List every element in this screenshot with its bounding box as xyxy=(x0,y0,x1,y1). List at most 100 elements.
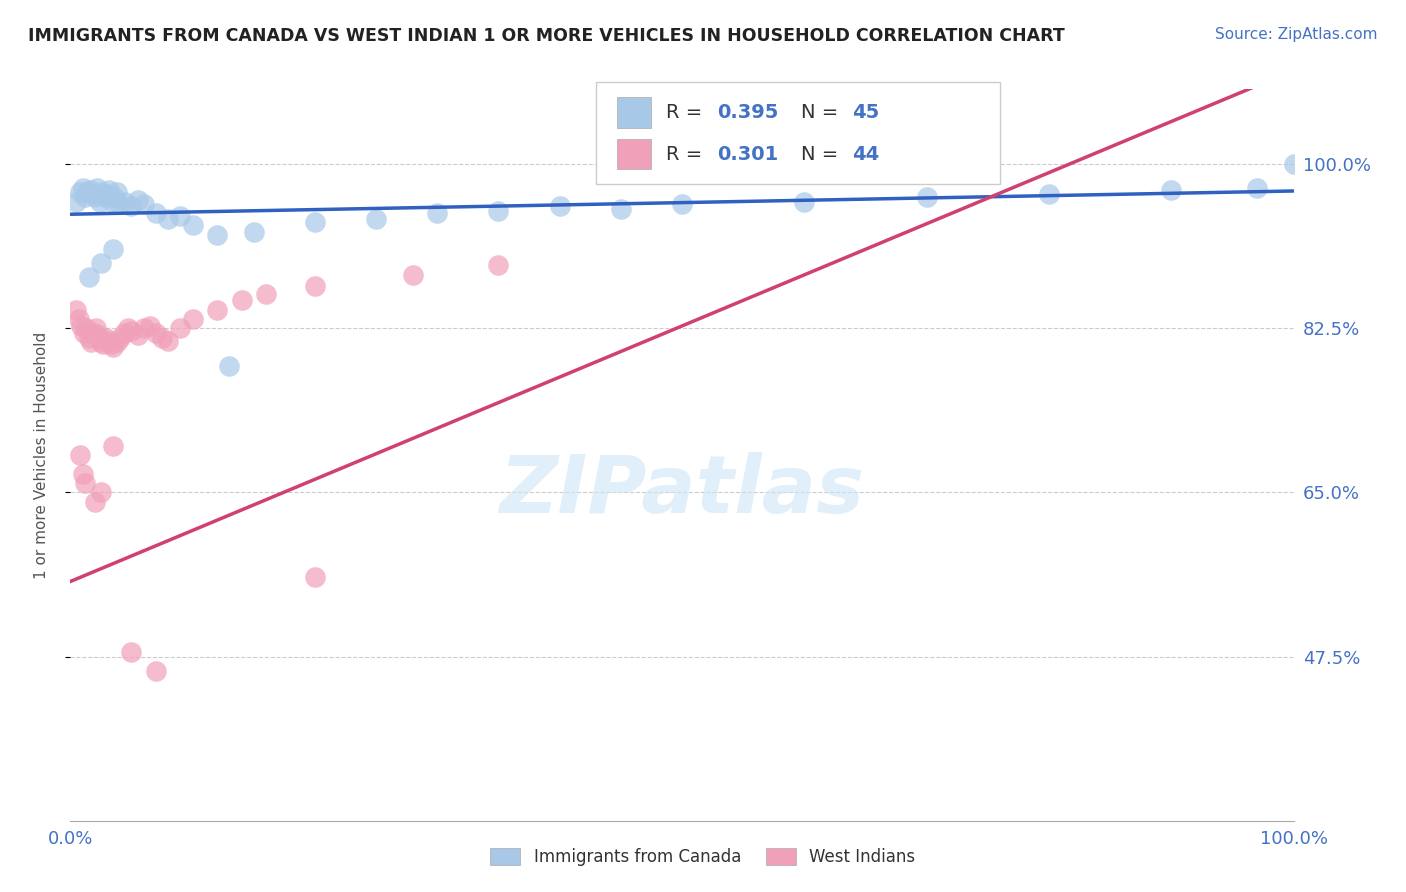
Point xyxy=(145,206,167,220)
Text: R =: R = xyxy=(666,145,709,163)
Point xyxy=(145,664,167,678)
Point xyxy=(84,321,107,335)
Point xyxy=(83,326,105,340)
Point xyxy=(145,326,167,340)
Text: 44: 44 xyxy=(852,145,879,163)
Point xyxy=(304,215,326,229)
Point xyxy=(402,268,425,282)
Point xyxy=(70,318,93,333)
Point xyxy=(90,255,112,269)
FancyBboxPatch shape xyxy=(596,82,1000,185)
Point xyxy=(87,327,110,342)
Point xyxy=(1160,184,1182,198)
FancyBboxPatch shape xyxy=(617,97,651,128)
Point xyxy=(89,194,111,209)
Point xyxy=(101,340,124,354)
Point xyxy=(101,242,124,256)
Point xyxy=(121,324,143,338)
Point xyxy=(77,331,100,345)
Point xyxy=(671,196,693,211)
Point xyxy=(254,286,277,301)
Point xyxy=(73,476,96,491)
Point xyxy=(488,204,510,219)
Point xyxy=(121,199,143,213)
Point xyxy=(82,187,104,202)
Point xyxy=(76,186,98,200)
Point xyxy=(169,209,191,223)
Text: 0.395: 0.395 xyxy=(717,103,779,121)
Point xyxy=(73,326,96,340)
Point xyxy=(231,293,253,308)
Point xyxy=(72,180,94,194)
Point xyxy=(157,334,180,348)
Point xyxy=(157,211,180,226)
Point xyxy=(243,225,266,239)
Point xyxy=(105,186,128,200)
Text: N =: N = xyxy=(800,103,844,121)
Point xyxy=(75,321,97,335)
Point xyxy=(67,312,90,326)
Point xyxy=(97,334,120,348)
Point xyxy=(181,312,204,326)
Point xyxy=(80,335,103,350)
Point xyxy=(127,193,149,207)
Legend: Immigrants from Canada, West Indians: Immigrants from Canada, West Indians xyxy=(482,840,924,875)
Point xyxy=(121,645,143,659)
Point xyxy=(793,194,815,209)
Point xyxy=(366,211,388,226)
Point xyxy=(96,187,118,202)
Point xyxy=(101,194,124,209)
Point xyxy=(103,190,125,204)
Point xyxy=(117,321,139,335)
Point xyxy=(65,302,87,317)
Text: 45: 45 xyxy=(852,103,879,121)
Point xyxy=(139,318,162,333)
Point xyxy=(65,194,87,209)
Point xyxy=(426,206,449,220)
Point xyxy=(100,337,122,351)
Y-axis label: 1 or more Vehicles in Household: 1 or more Vehicles in Household xyxy=(35,331,49,579)
Point xyxy=(69,186,91,200)
Point xyxy=(91,186,114,200)
Point xyxy=(93,190,115,204)
Point xyxy=(112,326,135,340)
Point xyxy=(205,302,228,317)
Point xyxy=(73,190,96,204)
Point xyxy=(94,331,117,345)
Point xyxy=(69,448,91,462)
Point xyxy=(610,202,633,217)
Point xyxy=(132,321,155,335)
Point xyxy=(101,438,124,452)
Point xyxy=(181,218,204,232)
Point xyxy=(91,337,114,351)
FancyBboxPatch shape xyxy=(617,138,651,169)
Point xyxy=(548,199,571,213)
Point xyxy=(114,194,136,209)
Text: IMMIGRANTS FROM CANADA VS WEST INDIAN 1 OR MORE VEHICLES IN HOUSEHOLD CORRELATIO: IMMIGRANTS FROM CANADA VS WEST INDIAN 1 … xyxy=(28,27,1064,45)
Point xyxy=(1282,157,1305,171)
Point xyxy=(72,467,94,481)
Point xyxy=(83,190,105,204)
Point xyxy=(90,335,112,350)
Point xyxy=(110,331,132,345)
Point xyxy=(488,259,510,273)
Point xyxy=(1038,187,1060,202)
Point xyxy=(1246,180,1268,194)
Text: ZIPatlas: ZIPatlas xyxy=(499,452,865,531)
Point xyxy=(86,180,108,194)
Point xyxy=(83,495,105,509)
Point xyxy=(150,331,173,345)
Point xyxy=(915,190,938,204)
Point xyxy=(108,196,131,211)
Point xyxy=(77,269,100,284)
Point xyxy=(132,196,155,211)
Point xyxy=(218,359,240,373)
Text: Source: ZipAtlas.com: Source: ZipAtlas.com xyxy=(1215,27,1378,42)
Text: N =: N = xyxy=(800,145,844,163)
Point xyxy=(205,227,228,242)
Point xyxy=(79,184,101,198)
Point xyxy=(304,279,326,293)
Text: R =: R = xyxy=(666,103,709,121)
Text: 0.301: 0.301 xyxy=(717,145,779,163)
Point xyxy=(304,570,326,584)
